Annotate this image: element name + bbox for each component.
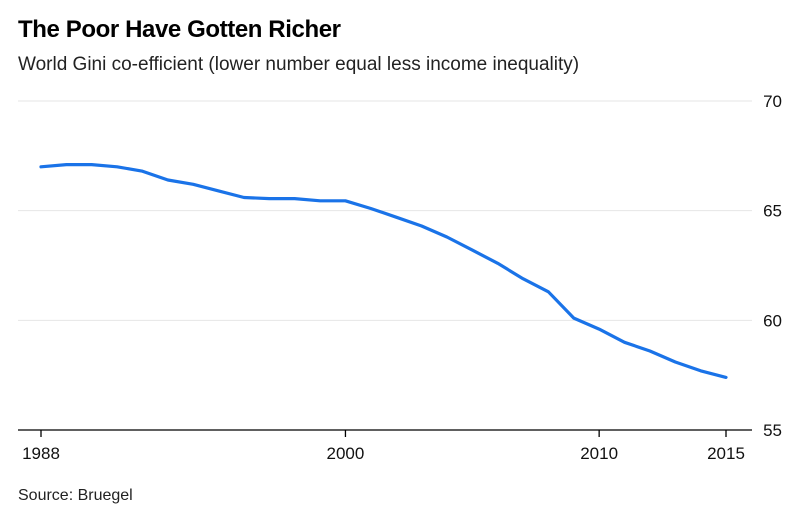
x-axis: [18, 429, 752, 437]
series-line-0: [39, 163, 728, 379]
y-axis-labels: 55 60 65 70: [763, 92, 782, 440]
x-tick-label-2000: 2000: [327, 444, 365, 463]
y-tick-label-70: 70: [763, 92, 782, 111]
x-tick-label-2015: 2015: [707, 444, 745, 463]
x-tick-label-1988: 1988: [22, 444, 60, 463]
y-tick-label-55: 55: [763, 421, 782, 440]
y-tick-label-65: 65: [763, 202, 782, 221]
chart-subtitle: World Gini co-efficient (lower number eq…: [18, 54, 580, 75]
chart-title: The Poor Have Gotten Richer: [18, 16, 341, 43]
y-tick-label-60: 60: [763, 311, 782, 330]
x-axis-labels: 1988 2000 2010 2015: [22, 444, 745, 463]
gridlines: [18, 100, 752, 321]
source-note: Source: Bruegel: [18, 487, 133, 504]
x-tick-label-2010: 2010: [580, 444, 618, 463]
series-layer: [39, 163, 728, 379]
